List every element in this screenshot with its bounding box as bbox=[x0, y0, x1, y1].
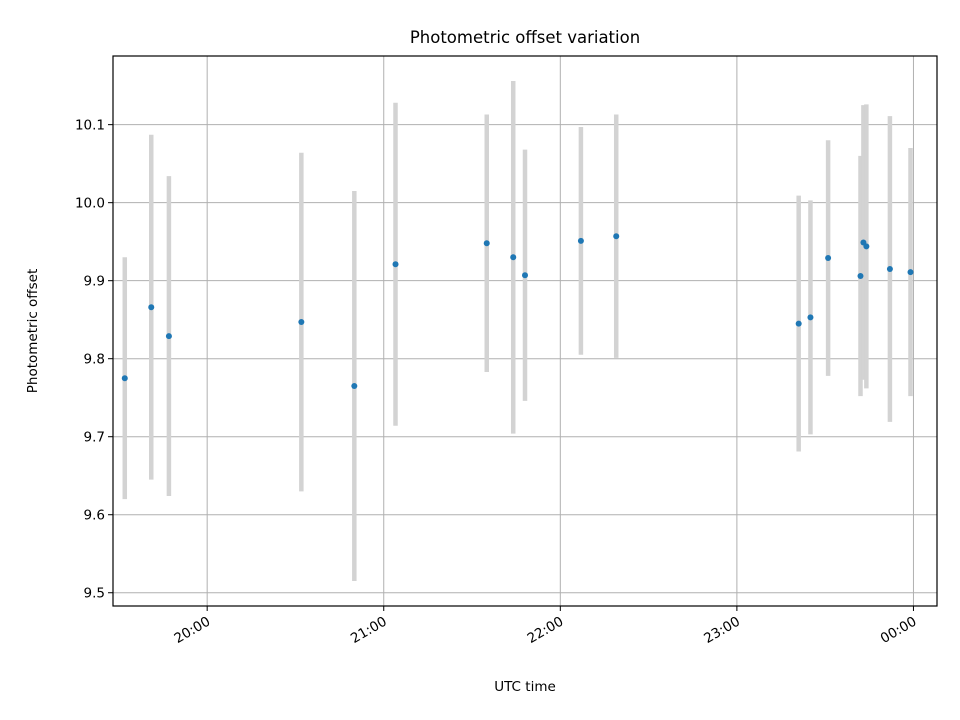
data-point bbox=[807, 314, 814, 321]
data-point bbox=[886, 265, 893, 272]
y-tick-label: 9.5 bbox=[84, 586, 105, 602]
data-point bbox=[148, 304, 155, 311]
data-point bbox=[795, 320, 802, 327]
data-point bbox=[392, 261, 399, 268]
data-point bbox=[298, 319, 305, 326]
chart-title: Photometric offset variation bbox=[410, 28, 640, 47]
data-point bbox=[351, 383, 358, 389]
data-point bbox=[483, 240, 490, 247]
data-point bbox=[121, 375, 128, 382]
data-point bbox=[857, 273, 864, 279]
x-axis-label: UTC time bbox=[494, 679, 556, 695]
data-point bbox=[613, 233, 620, 240]
data-points bbox=[121, 233, 914, 389]
data-point bbox=[907, 269, 914, 276]
data-point bbox=[577, 237, 584, 244]
y-tick-label: 10.1 bbox=[75, 118, 105, 134]
plot-frame bbox=[112, 55, 938, 607]
data-point bbox=[510, 254, 517, 261]
y-axis-label: Photometric offset bbox=[25, 269, 41, 393]
y-axis-ticks: 9.5 9.6 9.7 9.8 9.9 10.0 10.1 bbox=[75, 118, 113, 602]
y-tick-label: 10.0 bbox=[75, 196, 105, 212]
y-tick-label: 9.9 bbox=[84, 274, 105, 290]
y-tick-label: 9.6 bbox=[84, 508, 105, 524]
y-tick-label: 9.7 bbox=[84, 430, 105, 446]
data-point bbox=[165, 333, 172, 340]
y-tick-label: 9.8 bbox=[84, 352, 105, 368]
data-point bbox=[522, 272, 528, 279]
data-point bbox=[825, 255, 832, 262]
data-point bbox=[863, 243, 870, 250]
